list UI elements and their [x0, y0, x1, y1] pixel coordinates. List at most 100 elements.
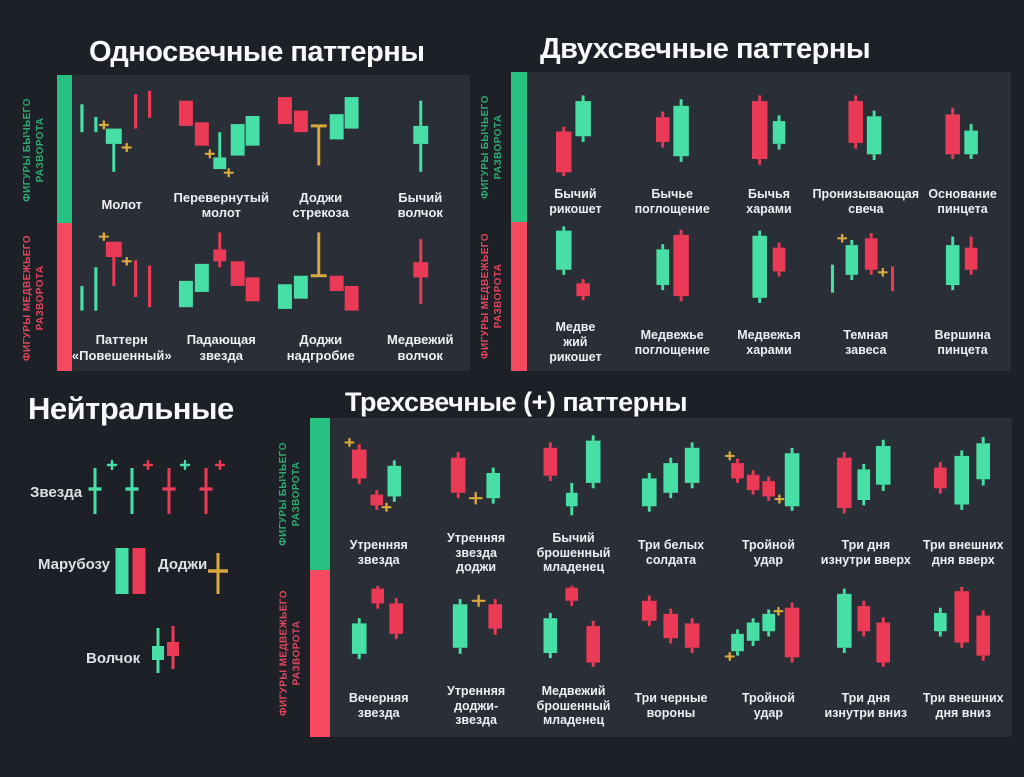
pattern-label: Молот: [101, 197, 143, 213]
pattern-candles-chart: [178, 100, 260, 178]
pattern-tile: Утренняя доджи- звезда: [427, 586, 524, 737]
section-title-single: Односвечные паттерны: [89, 36, 425, 68]
pattern-label: Три внешних дня вверх: [922, 538, 1004, 567]
pattern-label: Утренняя звезда: [349, 538, 408, 567]
pattern-tile: Вершина пинцета: [914, 223, 1011, 375]
pattern-label: Темная завеса: [843, 327, 889, 357]
pattern-candles-chart: [451, 452, 501, 505]
patterns-row-bearish: Медве жий рикошет Медвежье поглощение Медв…: [527, 223, 1011, 375]
pattern-candles-chart: [642, 595, 700, 653]
patterns-grid-double: Бычий рикошет Бычье поглощение Бычья харам…: [527, 72, 1011, 371]
pattern-label: Доджи надгробие: [286, 332, 355, 363]
pattern-tile: Тройной удар: [720, 586, 817, 737]
pattern-label: Медвежья харами: [737, 327, 801, 357]
bullish-bar-segment: [310, 418, 330, 570]
pattern-tile: Медве жий рикошет: [527, 223, 624, 375]
pattern-candles-chart: [277, 97, 359, 166]
pattern-tile: Медвежье поглощение: [624, 223, 721, 375]
pattern-tile: Три внешних дня вниз: [915, 586, 1012, 737]
pattern-candles-chart: [351, 586, 404, 660]
pattern-tile: Медвежья харами: [721, 223, 818, 375]
pattern-label: Медве жий рикошет: [549, 320, 602, 364]
pattern-label: Три черные вороны: [634, 691, 708, 720]
pattern-label: Три дня изнутри вверх: [820, 538, 911, 567]
sidebar-bearish-label: ФИГУРЫ МЕДВЕЖЬЕГО РАЗВОРОТА: [480, 233, 504, 359]
neutral-label-marubozu: Марубозу: [38, 556, 110, 573]
section-title-triple: Трехсвечные (+) паттерны: [345, 387, 688, 417]
pattern-candles-chart: [724, 602, 800, 663]
pattern-label: Тройной удар: [741, 538, 795, 567]
pattern-label: Паттерн «Повешенный»: [71, 332, 172, 363]
pattern-tile: Молот: [72, 89, 172, 229]
pattern-tile: Вечерняя звезда: [330, 586, 427, 737]
neutral-label-star: Звезда: [30, 484, 83, 501]
pattern-candles-chart: [178, 232, 260, 308]
bearish-bar-segment: [310, 570, 330, 737]
pattern-tile: Три черные вороны: [622, 586, 719, 737]
pattern-candles-chart: [543, 435, 601, 516]
patterns-row-bearish: Вечерняя звезда Утренняя доджи- звезда Мед…: [330, 586, 1012, 737]
pattern-label: Медвежий брошенный младенец: [536, 683, 611, 728]
pattern-candles-chart: [933, 586, 990, 661]
pattern-label: Бычий брошенный младенец: [536, 530, 611, 575]
pattern-candles-chart: [453, 594, 503, 654]
sidebar-bullish-label: ФИГУРЫ БЫЧЬЕГО РАЗВОРОТА: [22, 98, 46, 202]
pattern-label: Пронизывающая свеча: [812, 187, 920, 216]
neutral-label-doji: Доджи: [158, 556, 208, 573]
patterns-row-bullish: Молот Перевернутый молот Доджи стрекоза Быч…: [72, 89, 470, 229]
pattern-candles-chart: [945, 107, 979, 160]
pattern-tile: Основание пинцета: [914, 84, 1011, 223]
pattern-tile: Бычье поглощение: [624, 84, 721, 223]
pattern-tile: Паттерн «Повешенный»: [72, 229, 172, 379]
section-title-double: Двухсвечные паттерны: [540, 33, 871, 65]
pattern-label: Бычий волчок: [397, 189, 443, 220]
pattern-label: Медвежье поглощение: [634, 327, 710, 357]
pattern-candles-chart: [752, 230, 785, 303]
patterns-grid-triple: Утренняя звезда Утренняя звезда доджи Бычи…: [330, 418, 1012, 737]
pattern-candles-chart: [848, 95, 882, 160]
pattern-tile: Утренняя звезда: [330, 428, 427, 586]
pattern-label: Перевернутый молот: [173, 189, 269, 220]
pattern-tile: Бычий рикошет: [527, 84, 624, 223]
pattern-label: Бычья харами: [746, 187, 792, 216]
pattern-label: Три белых солдата: [637, 538, 705, 567]
panel-two-candle-patterns: Двухсвечные паттерны ФИГУРЫ БЫЧЬЕГО РАЗВ…: [470, 0, 1024, 380]
pattern-tile: Перевернутый молот: [172, 89, 272, 229]
sidebar-bullish-label: ФИГУРЫ БЫЧЬЕГО РАЗВОРОТА: [278, 442, 302, 546]
pattern-candles-chart: [656, 229, 689, 302]
sidebar-color-bar: [310, 418, 330, 737]
pattern-candles-chart: [344, 437, 402, 512]
pattern-tile: Бычий волчок: [371, 89, 471, 229]
sidebar-bearish-label: ФИГУРЫ МЕДВЕЖЬЕГО РАЗВОРОТА: [278, 590, 303, 716]
pattern-tile: Три дня изнутри вниз: [817, 586, 914, 737]
sidebar-bearish-label: ФИГУРЫ МЕДВЕЖЬЕГО РАЗВОРОТА: [22, 235, 46, 361]
pattern-tile: Доджи стрекоза: [271, 89, 371, 229]
pattern-candles-chart: [837, 439, 891, 514]
pattern-candles-chart: [933, 437, 990, 510]
pattern-candles-chart: [642, 442, 700, 512]
pattern-candles-chart: [946, 236, 978, 291]
panel-single-candle-patterns: Односвечные паттерны ФИГУРЫ БЫЧЬЕГО РАЗВ…: [0, 0, 470, 380]
patterns-row-bullish: Утренняя звезда Утренняя звезда доджи Бычи…: [330, 428, 1012, 586]
bearish-bar-segment: [511, 222, 527, 371]
pattern-tile: Падающая звезда: [172, 229, 272, 379]
pattern-candles-chart: [412, 100, 428, 172]
pattern-tile: Бычья харами: [721, 84, 818, 223]
pattern-label: Медвежий волчок: [387, 332, 454, 363]
pattern-label: Тройной удар: [741, 691, 795, 720]
pattern-tile: Три белых солдата: [622, 428, 719, 586]
pattern-tile: Утренняя звезда доджи: [427, 428, 524, 586]
sidebar-bullish-label: ФИГУРЫ БЫЧЬЕГО РАЗВОРОТА: [480, 95, 504, 199]
pattern-tile: Три дня изнутри вверх: [817, 428, 914, 586]
pattern-tile: Медвежий волчок: [371, 229, 471, 379]
bullish-bar-segment: [57, 75, 72, 223]
pattern-tile: Три внешних дня вверх: [915, 428, 1012, 586]
star-glyphs-chart: [88, 459, 226, 514]
pattern-candles-chart: [831, 233, 895, 293]
patterns-grid-single: Молот Перевернутый молот Доджи стрекоза Быч…: [72, 75, 470, 371]
bearish-bar-segment: [57, 223, 72, 371]
doji-glyph-chart: [208, 553, 228, 594]
pattern-label: Утренняя звезда доджи: [447, 530, 506, 575]
pattern-label: Падающая звезда: [186, 332, 256, 363]
